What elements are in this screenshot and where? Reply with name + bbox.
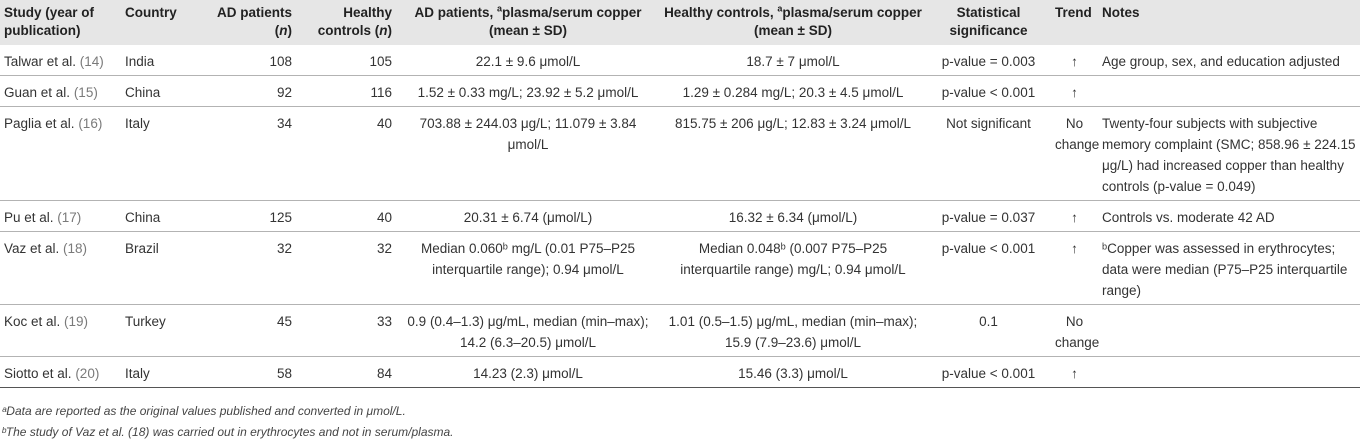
cell-notes: ᵇCopper was assessed in erythrocytes; da… <box>1098 231 1360 305</box>
table-row: Vaz et al. (18) Brazil 32 32 Median 0.060ᵇ m… <box>0 231 1360 305</box>
cell-notes: Age group, sex, and education adjusted <box>1098 45 1360 76</box>
cell-ad-copper: 20.31 ± 6.74 (μmol/L) <box>396 200 660 232</box>
cell-study: Pu et al. (17) <box>0 200 121 232</box>
study-name: Guan et al. <box>4 85 71 100</box>
header-notes: Notes <box>1098 0 1360 45</box>
table-row: Paglia et al. (16) Italy 34 40 703.88 ± 244.… <box>0 106 1360 201</box>
cell-hc-n: 40 <box>296 200 396 232</box>
cell-ad-copper: 0.9 (0.4–1.3) μg/mL, median (min–max); 1… <box>396 304 660 357</box>
cell-trend: ↑ <box>1051 45 1098 76</box>
table-row: Koc et al. (19) Turkey 45 33 0.9 (0.4–1.3) μ… <box>0 304 1360 357</box>
cell-trend: No change <box>1051 106 1099 201</box>
cell-ad-n: 32 <box>211 231 296 305</box>
cell-hc-copper: 815.75 ± 206 μg/L; 12.83 ± 3.24 μmol/L <box>660 106 926 201</box>
reference-link[interactable]: (18) <box>63 241 88 256</box>
reference-link[interactable]: (19) <box>64 314 89 329</box>
footnote-b: ᵇThe study of Vaz et al. (18) was carrie… <box>2 425 454 439</box>
cell-ad-copper: Median 0.060ᵇ mg/L (0.01 P75–P25 interqu… <box>396 231 660 305</box>
cell-hc-n: 84 <box>296 356 396 388</box>
header-ad-patients: AD patients (n) <box>211 0 296 45</box>
cell-notes <box>1098 75 1360 107</box>
reference-link[interactable]: (14) <box>79 54 104 69</box>
cell-significance: p-value < 0.001 <box>926 356 1051 388</box>
reference-link[interactable]: (16) <box>78 116 103 131</box>
cell-ad-copper: 14.23 (2.3) μmol/L <box>396 356 660 388</box>
cell-notes: Controls vs. moderate 42 AD <box>1098 200 1360 232</box>
cell-significance: 0.1 <box>926 304 1051 357</box>
table-row: Guan et al. (15) China 92 116 1.52 ± 0.33 mg… <box>0 75 1360 107</box>
cell-ad-copper: 22.1 ± 9.6 μmol/L <box>396 45 660 76</box>
cell-significance: p-value = 0.037 <box>926 200 1051 232</box>
cell-study: Koc et al. (19) <box>0 304 121 357</box>
header-study: Study (year of publication) <box>0 0 121 45</box>
cell-hc-n: 105 <box>296 45 396 76</box>
cell-significance: p-value < 0.001 <box>926 231 1051 305</box>
cell-notes: Twenty-four subjects with subjective mem… <box>1098 106 1360 201</box>
copper-studies-table: Study (year of publication) Country AD p… <box>0 0 1360 388</box>
cell-hc-n: 116 <box>296 75 396 107</box>
cell-country: China <box>121 75 211 107</box>
cell-trend: ↑ <box>1051 231 1098 305</box>
header-trend: Trend <box>1051 0 1098 45</box>
header-row: Study (year of publication) Country AD p… <box>0 0 1360 45</box>
cell-ad-copper: 703.88 ± 244.03 μg/L; 11.079 ± 3.84 μmol… <box>396 106 660 201</box>
cell-ad-n: 108 <box>211 45 296 76</box>
study-name: Pu et al. <box>4 210 54 225</box>
cell-ad-n: 125 <box>211 200 296 232</box>
cell-ad-copper: 1.52 ± 0.33 mg/L; 23.92 ± 5.2 μmol/L <box>396 75 660 107</box>
cell-ad-n: 34 <box>211 106 296 201</box>
cell-significance: p-value < 0.001 <box>926 75 1051 107</box>
table-row: Pu et al. (17) China 125 40 20.31 ± 6.74 (μm… <box>0 200 1360 232</box>
cell-trend: ↑ <box>1051 75 1098 107</box>
cell-trend: ↑ <box>1051 356 1098 388</box>
cell-hc-copper: 1.29 ± 0.284 mg/L; 20.3 ± 4.5 μmol/L <box>660 75 926 107</box>
cell-trend: ↑ <box>1051 200 1098 232</box>
table-row: Siotto et al. (20) Italy 58 84 14.23 (2.3) μ… <box>0 356 1360 388</box>
cell-country: China <box>121 200 211 232</box>
cell-significance: p-value = 0.003 <box>926 45 1051 76</box>
cell-significance: Not significant <box>926 106 1051 201</box>
cell-hc-copper: 16.32 ± 6.34 (μmol/L) <box>660 200 926 232</box>
table-row: Talwar et al. (14) India 108 105 22.1 ± 9.6 … <box>0 45 1360 76</box>
cell-hc-copper: 1.01 (0.5–1.5) μg/mL, median (min–max); … <box>660 304 926 357</box>
header-country: Country <box>121 0 211 45</box>
study-name: Koc et al. <box>4 314 61 329</box>
header-hc-copper: Healthy controls, aplasma/serum copper (… <box>660 0 926 45</box>
cell-country: Italy <box>121 356 211 388</box>
cell-hc-n: 32 <box>296 231 396 305</box>
cell-ad-n: 92 <box>211 75 296 107</box>
cell-hc-copper: Median 0.048ᵇ (0.007 P75–P25 interquarti… <box>660 231 926 305</box>
cell-study: Siotto et al. (20) <box>0 356 121 388</box>
footnote-a: ᵃData are reported as the original value… <box>2 404 406 418</box>
cell-country: India <box>121 45 211 76</box>
cell-hc-n: 33 <box>296 304 396 357</box>
cell-notes <box>1098 304 1360 357</box>
reference-link[interactable]: (20) <box>75 366 100 381</box>
header-healthy-controls: Healthy controls (n) <box>296 0 396 45</box>
study-name: Vaz et al. <box>4 241 60 256</box>
cell-notes <box>1098 356 1360 388</box>
cell-ad-n: 45 <box>211 304 296 357</box>
header-significance: Statistical significance <box>926 0 1051 45</box>
cell-ad-n: 58 <box>211 356 296 388</box>
study-name: Paglia et al. <box>4 116 75 131</box>
cell-hc-copper: 15.46 (3.3) μmol/L <box>660 356 926 388</box>
cell-trend: No change <box>1051 304 1099 357</box>
reference-link[interactable]: (15) <box>73 85 98 100</box>
study-name: Talwar et al. <box>4 54 77 69</box>
cell-country: Turkey <box>121 304 211 357</box>
cell-hc-n: 40 <box>296 106 396 201</box>
reference-link[interactable]: (17) <box>57 210 82 225</box>
cell-hc-copper: 18.7 ± 7 μmol/L <box>660 45 926 76</box>
cell-study: Guan et al. (15) <box>0 75 121 107</box>
cell-country: Brazil <box>121 231 211 305</box>
study-name: Siotto et al. <box>4 366 72 381</box>
cell-country: Italy <box>121 106 211 201</box>
cell-study: Paglia et al. (16) <box>0 106 121 201</box>
cell-study: Talwar et al. (14) <box>0 45 121 76</box>
cell-study: Vaz et al. (18) <box>0 231 121 305</box>
header-ad-copper: AD patients, aplasma/serum copper (mean … <box>396 0 660 45</box>
